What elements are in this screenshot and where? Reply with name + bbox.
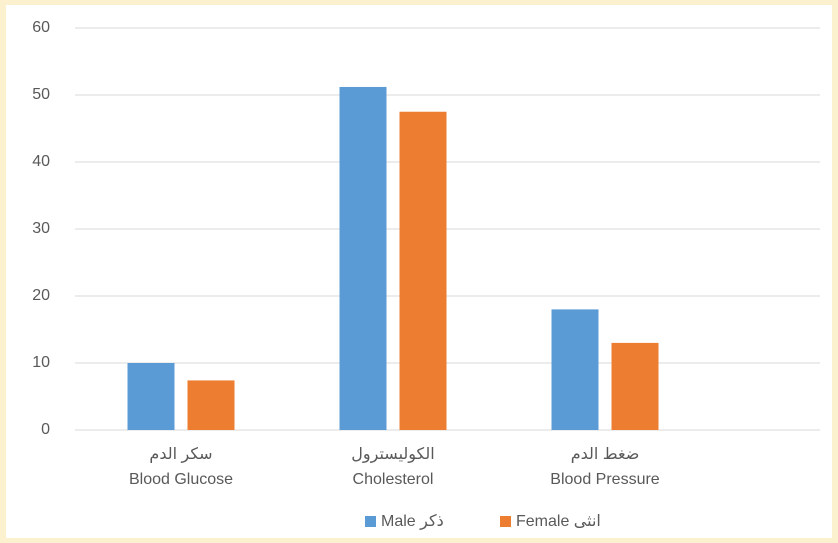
legend-swatch — [365, 516, 376, 527]
bar — [339, 86, 387, 431]
x-tick-label: ضغط الدم — [571, 446, 640, 463]
y-tick-label: 10 — [32, 354, 50, 371]
x-tick-label: سكر الدم — [149, 446, 212, 464]
legend-label: Male ذكر — [381, 513, 444, 531]
x-tick-label: Cholesterol — [353, 471, 434, 488]
y-tick-label: 0 — [41, 421, 50, 438]
y-tick-label: 40 — [32, 153, 50, 170]
y-tick-label: 20 — [32, 287, 50, 304]
x-tick-label: Blood Glucose — [129, 471, 233, 488]
y-tick-label: 30 — [32, 220, 50, 237]
bar — [551, 309, 599, 430]
bar — [127, 363, 175, 430]
bar — [187, 380, 235, 430]
x-tick-label: Blood Pressure — [550, 471, 659, 488]
x-tick-label: الكوليسترول — [351, 446, 434, 464]
legend-swatch — [500, 516, 511, 527]
y-tick-label: 60 — [32, 19, 50, 36]
bar — [399, 111, 447, 430]
bar — [611, 342, 659, 430]
y-tick-label: 50 — [32, 86, 50, 103]
legend-label: Female انثى — [516, 513, 601, 530]
